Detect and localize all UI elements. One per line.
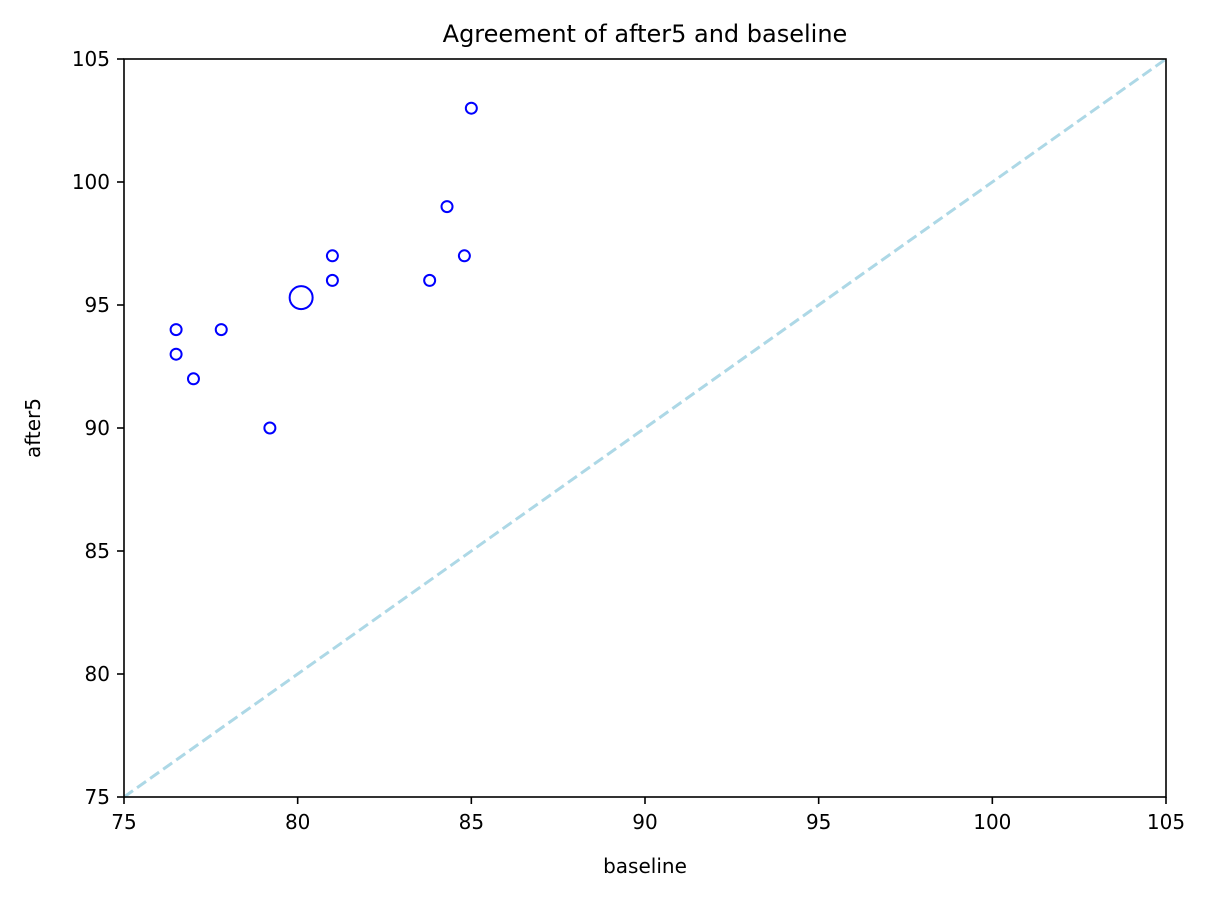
x-tick-label: 100 (973, 810, 1011, 834)
x-tick-label: 75 (111, 810, 136, 834)
x-axis-label: baseline (603, 854, 687, 878)
data-point (325, 249, 339, 263)
data-point (214, 323, 228, 337)
x-tick-label: 80 (285, 810, 310, 834)
data-point (169, 323, 183, 337)
y-tick-label: 90 (85, 416, 110, 440)
y-tick-label: 95 (85, 293, 110, 317)
data-point (186, 372, 200, 386)
y-tick-label: 85 (85, 539, 110, 563)
data-point (423, 273, 437, 287)
data-point (457, 249, 471, 263)
y-tick-label: 105 (72, 47, 110, 71)
x-tick-label: 90 (632, 810, 657, 834)
y-tick-label: 80 (85, 662, 110, 686)
highlight-point (288, 285, 314, 311)
y-tick-label: 100 (72, 170, 110, 194)
x-axis-ticks: 75 80 85 90 95 100 105 (111, 797, 1185, 834)
data-point (464, 101, 478, 115)
data-point (169, 347, 183, 361)
y-tick-label: 75 (85, 785, 110, 809)
reference-line (123, 57, 1167, 799)
y-axis-ticks: 75 80 85 90 95 100 105 (72, 47, 124, 809)
x-tick-label: 105 (1147, 810, 1185, 834)
data-point (440, 200, 454, 214)
y-axis-label: after5 (21, 398, 45, 458)
chart-title: Agreement of after5 and baseline (443, 20, 848, 48)
data-point (263, 421, 277, 435)
x-tick-label: 95 (806, 810, 831, 834)
data-point (325, 273, 339, 287)
x-tick-label: 85 (459, 810, 484, 834)
